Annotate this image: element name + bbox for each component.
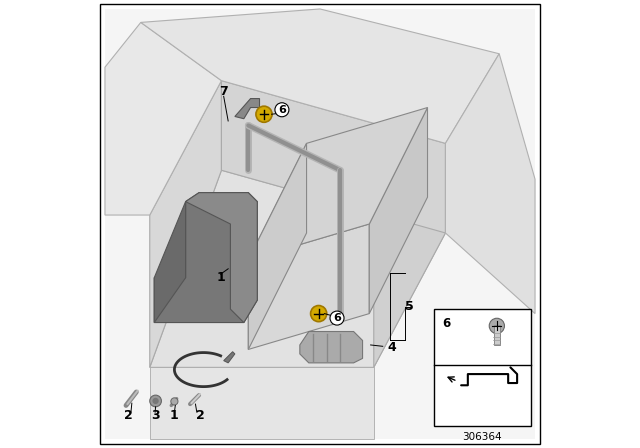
Polygon shape	[141, 9, 499, 143]
Circle shape	[150, 395, 161, 407]
Circle shape	[152, 398, 159, 404]
Bar	[494, 325, 500, 345]
Circle shape	[489, 318, 504, 333]
Text: 1: 1	[170, 409, 179, 422]
Polygon shape	[248, 108, 428, 260]
Polygon shape	[248, 143, 307, 349]
Text: 306364: 306364	[463, 432, 502, 442]
Bar	[435, 309, 531, 426]
Polygon shape	[369, 108, 428, 314]
Circle shape	[171, 398, 178, 405]
Polygon shape	[105, 9, 535, 439]
Circle shape	[310, 306, 327, 322]
Polygon shape	[105, 22, 221, 215]
Text: 7: 7	[220, 85, 228, 99]
Text: 2: 2	[124, 409, 132, 422]
Polygon shape	[445, 54, 535, 314]
Polygon shape	[221, 81, 445, 233]
Text: 6: 6	[278, 105, 286, 115]
Polygon shape	[154, 193, 257, 323]
Polygon shape	[150, 170, 445, 367]
Text: 2: 2	[196, 409, 204, 422]
Text: 5: 5	[405, 300, 414, 314]
Polygon shape	[150, 81, 221, 367]
Text: 6: 6	[333, 313, 341, 323]
Polygon shape	[235, 99, 260, 119]
Polygon shape	[300, 332, 362, 363]
Polygon shape	[248, 224, 369, 349]
Circle shape	[256, 106, 272, 122]
Polygon shape	[186, 193, 257, 323]
Polygon shape	[224, 352, 235, 363]
Text: 4: 4	[387, 340, 396, 354]
Polygon shape	[374, 143, 445, 367]
Polygon shape	[150, 367, 374, 439]
Polygon shape	[154, 202, 186, 323]
Text: 3: 3	[151, 409, 159, 422]
Text: 6: 6	[442, 317, 451, 330]
Text: 1: 1	[216, 271, 225, 284]
